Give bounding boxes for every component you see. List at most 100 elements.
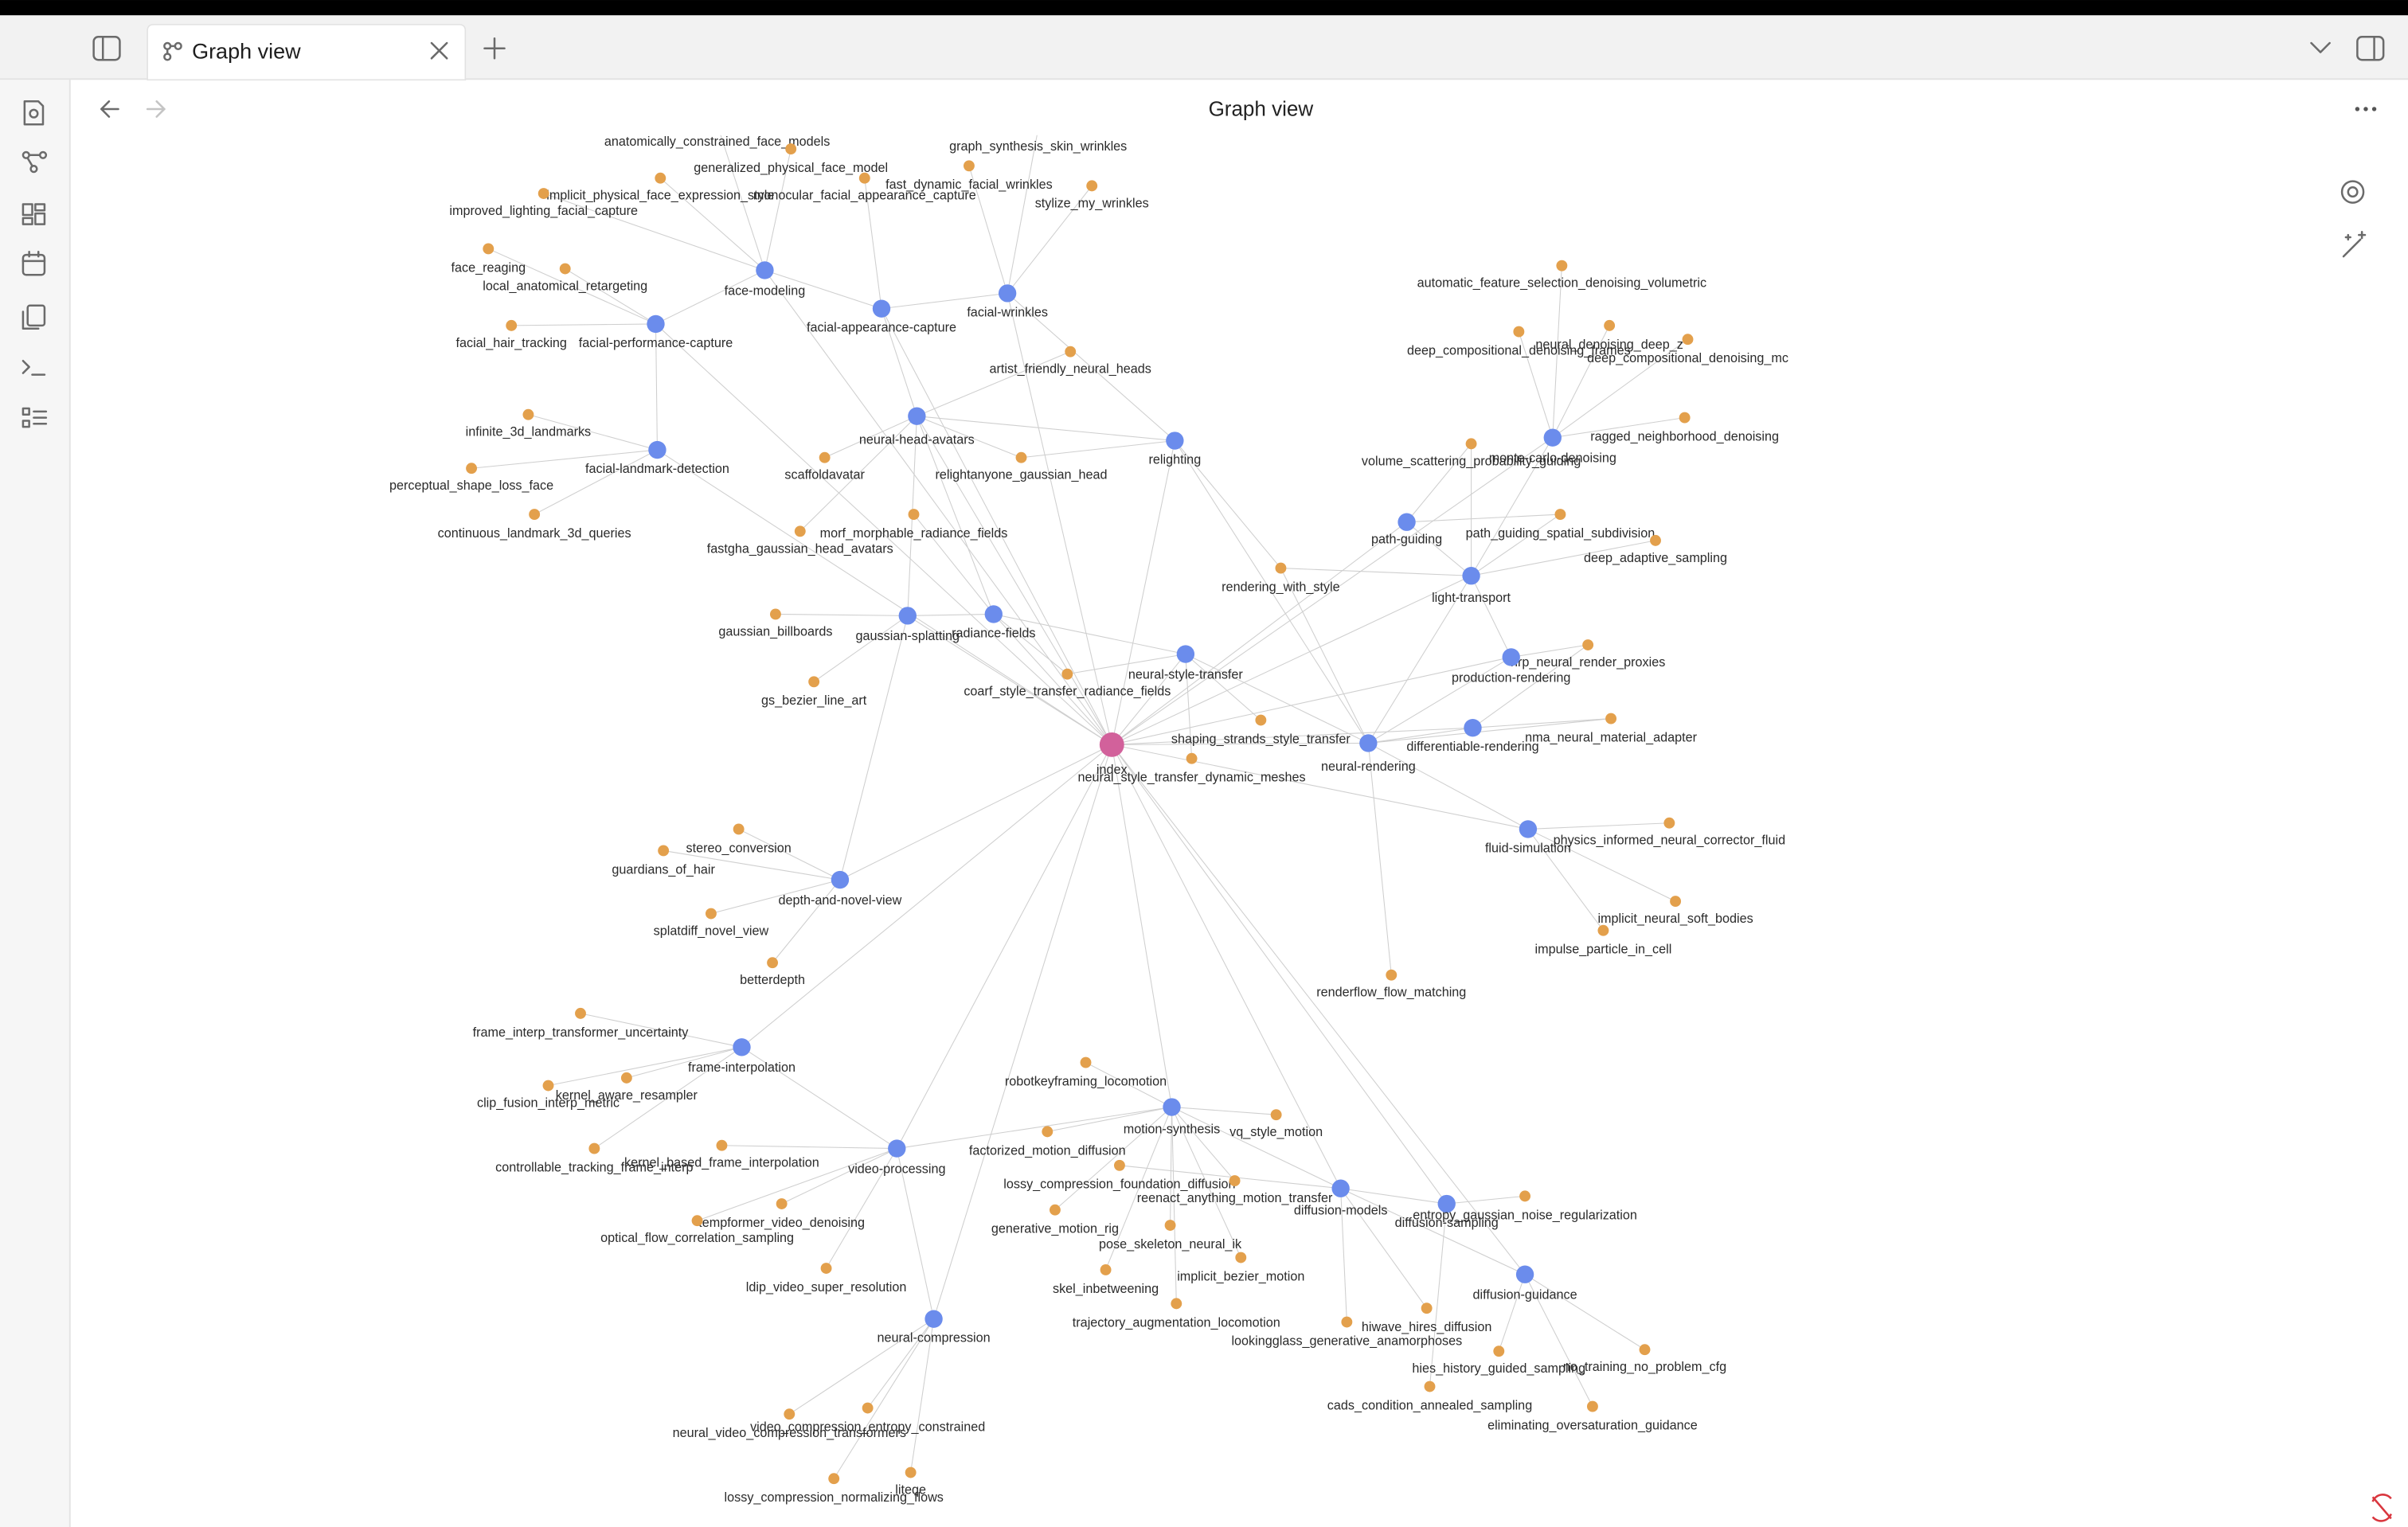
graph-node[interactable] <box>1061 668 1073 680</box>
graph-node[interactable] <box>483 243 494 255</box>
graph-node[interactable] <box>963 160 975 172</box>
graph-node[interactable] <box>784 1408 796 1420</box>
graph-node[interactable] <box>620 1072 632 1084</box>
graph-node[interactable] <box>1464 718 1482 737</box>
graph-node[interactable] <box>1086 180 1098 192</box>
graph-node[interactable] <box>776 1198 788 1209</box>
graph-node[interactable] <box>1065 346 1077 357</box>
graph-node[interactable] <box>1171 1298 1182 1310</box>
graph-node[interactable] <box>1465 438 1477 450</box>
graph-node[interactable] <box>1437 1194 1456 1213</box>
graph-node[interactable] <box>542 1080 554 1092</box>
graph-node[interactable] <box>1513 326 1525 338</box>
graph-node[interactable] <box>1359 734 1378 752</box>
graph-node[interactable] <box>998 284 1017 303</box>
graph-node[interactable] <box>1049 1204 1061 1216</box>
graph-settings[interactable] <box>2340 180 2365 204</box>
tab-close[interactable] <box>430 41 448 60</box>
graph-node[interactable] <box>712 119 723 130</box>
graph-node[interactable] <box>908 509 920 521</box>
graph-node[interactable] <box>1099 732 1124 757</box>
graph-node[interactable] <box>1502 648 1520 666</box>
graph-node[interactable] <box>828 1473 840 1485</box>
graph-node[interactable] <box>647 314 665 334</box>
graph-node[interactable] <box>1597 924 1609 936</box>
graph-node[interactable] <box>785 143 797 155</box>
graph-node[interactable] <box>1493 1345 1505 1357</box>
graph-node[interactable] <box>984 605 1003 623</box>
graph-node[interactable] <box>808 676 820 688</box>
graph-node[interactable] <box>716 1139 728 1151</box>
graph-node[interactable] <box>1605 713 1617 724</box>
right-sidebar-toggle[interactable] <box>2356 36 2385 61</box>
graph-node[interactable] <box>1398 513 1416 531</box>
graph-node[interactable] <box>1543 428 1562 447</box>
ribbon-outline[interactable] <box>22 407 48 428</box>
graph-node[interactable] <box>888 1139 906 1158</box>
graph-node[interactable] <box>905 1466 917 1478</box>
graph-node[interactable] <box>794 525 806 537</box>
graph-node[interactable] <box>1176 645 1195 663</box>
more-options[interactable] <box>2355 107 2377 111</box>
ribbon-search[interactable] <box>23 100 45 126</box>
graph-node[interactable] <box>1080 1056 1092 1068</box>
graph-node[interactable] <box>1229 1175 1241 1187</box>
tab-list-menu[interactable] <box>2310 41 2331 53</box>
graph-node[interactable] <box>769 608 781 620</box>
graph-node[interactable] <box>1519 1190 1531 1202</box>
graph-node[interactable] <box>522 408 534 420</box>
graph-node[interactable] <box>1582 639 1594 650</box>
graph-node[interactable] <box>1386 969 1398 981</box>
graph-node[interactable] <box>658 845 670 857</box>
graph-node[interactable] <box>820 1263 832 1274</box>
graph-node[interactable] <box>705 908 717 920</box>
ribbon-graph[interactable] <box>22 150 48 174</box>
graph-node[interactable] <box>1670 896 1682 908</box>
ribbon-canvas[interactable] <box>22 203 46 225</box>
graph-node[interactable] <box>1255 714 1267 726</box>
graph-node[interactable] <box>1186 752 1198 764</box>
graph-node[interactable] <box>691 1215 703 1227</box>
graph-node[interactable] <box>559 263 571 275</box>
graph-node[interactable] <box>1015 451 1027 463</box>
nav-back[interactable] <box>100 100 119 118</box>
graph-node[interactable] <box>1554 509 1566 521</box>
graph-node[interactable] <box>756 261 774 279</box>
graph-node[interactable] <box>1163 1098 1181 1116</box>
graph-node[interactable] <box>1100 1264 1112 1275</box>
graph-node[interactable] <box>588 1142 600 1154</box>
graph-node[interactable] <box>1164 1220 1176 1231</box>
graph-node[interactable] <box>1663 817 1675 829</box>
graph-node[interactable] <box>733 1038 751 1056</box>
graph-node[interactable] <box>1033 123 1044 135</box>
graph-node[interactable] <box>529 509 541 521</box>
ribbon-templates[interactable] <box>22 304 46 330</box>
graph-node[interactable] <box>898 607 917 625</box>
sync-status[interactable] <box>2371 1494 2392 1522</box>
ribbon-calendar[interactable] <box>22 251 46 276</box>
active-tab[interactable] <box>147 24 467 81</box>
graph-node[interactable] <box>538 188 549 199</box>
graph-node[interactable] <box>1515 1265 1534 1283</box>
graph-node[interactable] <box>1424 1381 1436 1392</box>
graph-node[interactable] <box>506 319 518 331</box>
graph-node[interactable] <box>1679 412 1691 424</box>
graph-node[interactable] <box>1650 534 1661 546</box>
new-tab[interactable] <box>483 37 506 60</box>
graph-node[interactable] <box>1421 1302 1433 1314</box>
sidebar-toggle[interactable] <box>92 36 121 61</box>
graph-node[interactable] <box>1556 260 1568 271</box>
graph-node[interactable] <box>1331 1179 1350 1197</box>
graph-node[interactable] <box>1113 1159 1125 1171</box>
graph-node[interactable] <box>872 299 891 318</box>
graph-node[interactable] <box>648 440 666 459</box>
graph-node[interactable] <box>1586 1400 1598 1412</box>
graph-node[interactable] <box>1166 432 1184 450</box>
graph-node[interactable] <box>1462 567 1480 585</box>
graph-node[interactable] <box>466 463 478 475</box>
graph-node[interactable] <box>831 870 850 889</box>
graph-node[interactable] <box>1682 334 1694 346</box>
graph-node[interactable] <box>575 1007 586 1019</box>
graph-node[interactable] <box>862 1402 874 1414</box>
graph-node[interactable] <box>908 407 926 425</box>
